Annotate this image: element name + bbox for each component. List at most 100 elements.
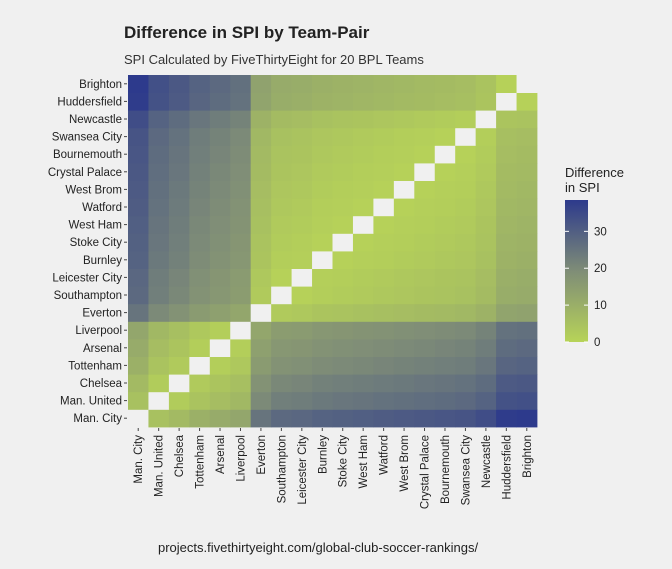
legend-tick-label: 0 — [594, 337, 600, 349]
heatmap-cell — [414, 391, 436, 410]
heatmap-cell — [414, 321, 436, 340]
heatmap-cell — [475, 127, 497, 146]
heatmap-cell — [250, 251, 272, 269]
heatmap-cell — [393, 251, 415, 269]
heatmap-cell — [291, 356, 313, 375]
heatmap-cell — [475, 163, 497, 181]
heatmap-cell — [516, 215, 538, 234]
heatmap-cell — [230, 233, 252, 252]
heatmap-cell — [434, 110, 456, 129]
y-tick-label: Bournemouth — [53, 149, 122, 161]
legend-tick-label: 30 — [594, 226, 607, 238]
heatmap-cell — [271, 110, 292, 129]
y-axis: Man. City Man. United Chelsea Tottenham Arse… — [48, 79, 127, 425]
x-tick-label: West Ham — [358, 435, 370, 488]
heatmap-cell — [128, 339, 149, 357]
heatmap-cell — [291, 180, 313, 199]
heatmap-cell — [271, 145, 292, 164]
heatmap-cell — [352, 339, 374, 357]
heatmap-cell — [168, 356, 190, 375]
heatmap-cell — [516, 92, 538, 111]
chart-title: Difference in SPI by Team-Pair — [124, 23, 370, 42]
heatmap-cell — [352, 145, 374, 164]
y-tick-label: Man. City — [73, 413, 122, 425]
heatmap-cell — [332, 268, 354, 287]
heatmap-cell — [516, 303, 538, 322]
heatmap-cell — [230, 303, 252, 322]
heatmap-cell — [291, 286, 313, 305]
heatmap-cell — [230, 92, 252, 111]
heatmap-cell — [148, 391, 170, 410]
heatmap-cell — [250, 215, 272, 234]
x-tick-label: Newcastle — [481, 435, 493, 488]
heatmap-cell — [128, 92, 149, 111]
heatmap-cell — [271, 303, 292, 322]
heatmap-cell — [434, 339, 456, 357]
heatmap-cell — [250, 356, 272, 375]
heatmap-cell — [475, 391, 497, 410]
heatmap-cell — [373, 286, 395, 305]
heatmap-cell — [209, 198, 231, 217]
x-tick-label: Huddersfield — [501, 435, 513, 500]
y-tick-label: Huddersfield — [57, 96, 122, 108]
heatmap-cell — [393, 215, 415, 234]
x-tick-label: Everton — [256, 435, 268, 475]
heatmap-cell — [189, 110, 211, 129]
heatmap-cell — [352, 286, 374, 305]
heatmap-cell — [189, 303, 211, 322]
y-tick-label: Newcastle — [69, 114, 122, 126]
heatmap-cell — [516, 268, 538, 287]
heatmap-cell — [373, 268, 395, 287]
heatmap-cell — [189, 198, 211, 217]
heatmap-cell — [393, 339, 415, 357]
heatmap-cell — [230, 321, 252, 340]
heatmap-cell — [332, 198, 354, 217]
heatmap-cell — [250, 286, 272, 305]
x-tick-label: Stoke City — [338, 435, 350, 488]
heatmap-cell — [475, 339, 497, 357]
heatmap-cell — [332, 321, 354, 340]
heatmap-cell — [352, 127, 374, 146]
heatmap-cell — [373, 233, 395, 252]
heatmap-cell — [209, 127, 231, 146]
heatmap-cell — [475, 268, 497, 287]
heatmap-cell — [434, 75, 456, 93]
heatmap-cell — [434, 92, 456, 111]
heatmap-cell — [271, 356, 292, 375]
heatmap-cell — [271, 321, 292, 340]
heatmap-cell — [168, 127, 190, 146]
heatmap-cell — [352, 163, 374, 181]
heatmap-cell — [168, 339, 190, 357]
heatmap-cell — [516, 110, 538, 129]
heatmap-cell — [455, 268, 477, 287]
x-tick-label: West Brom — [399, 435, 411, 492]
heatmap-cell — [209, 180, 231, 199]
heatmap-cell — [332, 145, 354, 164]
heatmap-cell — [496, 409, 517, 428]
heatmap-cell — [414, 215, 436, 234]
heatmap-cell — [352, 215, 374, 234]
heatmap-cell — [148, 145, 170, 164]
heatmap-cell — [189, 286, 211, 305]
heatmap-cell — [230, 286, 252, 305]
heatmap-cell — [148, 233, 170, 252]
heatmap-cell — [496, 251, 517, 269]
heatmap-cell — [209, 145, 231, 164]
heatmap-cell — [475, 356, 497, 375]
heatmap-cell — [352, 198, 374, 217]
heatmap-cell — [189, 180, 211, 199]
heatmap-cell — [271, 286, 292, 305]
heatmap-cell — [496, 145, 517, 164]
heatmap-cell — [128, 321, 149, 340]
heatmap-cell — [312, 233, 333, 252]
heatmap-cell — [516, 180, 538, 199]
heatmap-cell — [271, 180, 292, 199]
heatmap-cell — [455, 251, 477, 269]
heatmap-cell — [312, 391, 333, 410]
heatmap-cell — [373, 409, 395, 428]
heatmap-cell — [475, 321, 497, 340]
heatmap-cell — [475, 145, 497, 164]
heatmap-cell — [434, 409, 456, 428]
y-tick-label: Tottenham — [68, 360, 122, 372]
